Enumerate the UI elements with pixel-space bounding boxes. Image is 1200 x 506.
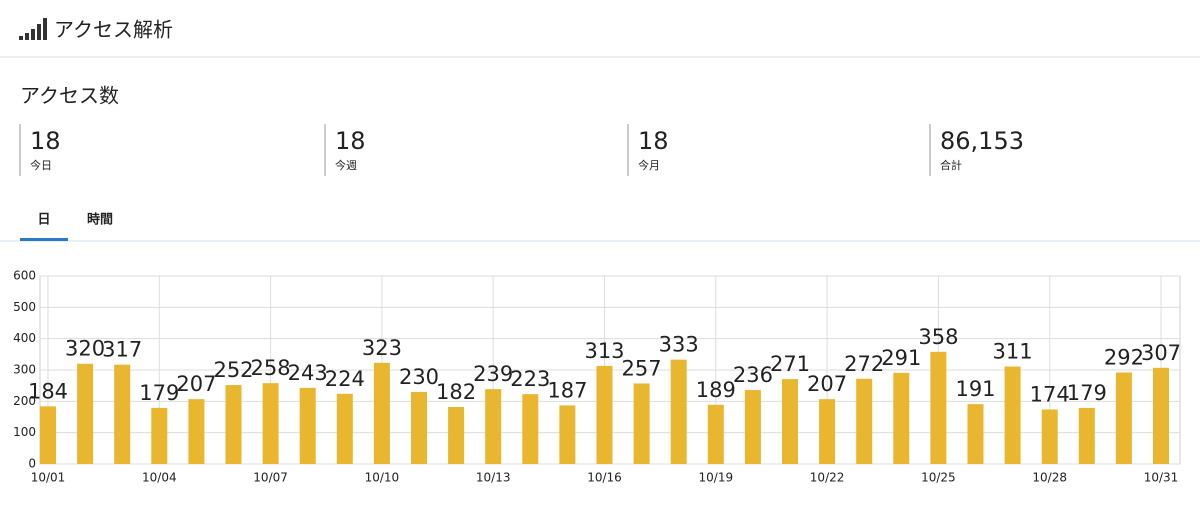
bar <box>114 364 131 464</box>
data-label: 291 <box>881 346 921 370</box>
stat-value: 86,153 <box>940 127 1024 155</box>
y-tick-label: 0 <box>28 457 36 471</box>
data-label: 320 <box>65 337 105 361</box>
data-label: 358 <box>918 325 958 349</box>
data-label: 313 <box>584 339 624 363</box>
data-label: 189 <box>696 378 736 402</box>
section-title: アクセス数 <box>20 84 119 108</box>
data-label: 236 <box>733 363 773 387</box>
bar <box>336 393 353 464</box>
x-tick-label: 10/13 <box>476 471 511 485</box>
bar <box>670 359 687 464</box>
bar <box>188 399 205 464</box>
data-label: 223 <box>510 367 550 391</box>
bar <box>856 378 873 464</box>
bar <box>77 363 94 464</box>
stat-label: 合計 <box>940 158 962 172</box>
data-label: 184 <box>28 379 68 403</box>
data-label: 323 <box>362 336 402 360</box>
stat-label: 今日 <box>30 158 52 172</box>
data-label: 243 <box>288 361 328 385</box>
y-tick-label: 400 <box>13 331 36 345</box>
x-tick-label: 10/07 <box>253 471 288 485</box>
bar <box>40 406 56 464</box>
y-tick-label: 300 <box>13 363 36 377</box>
data-label: 271 <box>770 352 810 376</box>
x-tick-label: 10/22 <box>810 471 845 485</box>
data-label: 182 <box>436 380 476 404</box>
bar <box>151 407 168 464</box>
data-label: 224 <box>325 367 365 391</box>
tab-underline <box>20 238 68 241</box>
data-label: 333 <box>659 333 699 357</box>
page-title: アクセス解析 <box>54 18 173 42</box>
data-label: 207 <box>176 372 216 396</box>
bar <box>411 391 427 464</box>
data-label: 317 <box>102 338 142 362</box>
data-label: 252 <box>213 358 253 382</box>
bar <box>782 379 798 464</box>
data-label: 257 <box>622 356 662 380</box>
bar <box>819 399 836 464</box>
tab[interactable]: 日 <box>37 213 50 228</box>
stat-value: 18 <box>638 127 669 155</box>
bar <box>930 351 947 464</box>
data-label: 191 <box>955 377 995 401</box>
y-tick-label: 200 <box>13 394 36 408</box>
stat-value: 18 <box>335 127 366 155</box>
data-label: 174 <box>1030 382 1070 406</box>
data-label: 307 <box>1141 341 1181 365</box>
bar <box>299 387 316 464</box>
bar <box>522 394 539 464</box>
x-tick-label: 10/10 <box>365 471 400 485</box>
header-icon <box>19 18 47 40</box>
y-tick-label: 100 <box>13 425 36 439</box>
bar <box>633 383 650 464</box>
bar <box>1115 372 1132 464</box>
data-label: 258 <box>251 356 291 380</box>
data-label: 311 <box>993 340 1033 364</box>
bar <box>1004 366 1021 464</box>
bar <box>1153 367 1169 464</box>
bar <box>1041 409 1058 464</box>
bar <box>225 385 242 464</box>
bar <box>485 389 502 464</box>
data-label: 230 <box>399 365 439 389</box>
x-tick-label: 10/31 <box>1144 471 1179 485</box>
x-tick-label: 10/19 <box>699 471 734 485</box>
data-label: 207 <box>807 372 847 396</box>
data-label: 292 <box>1104 346 1144 370</box>
bar <box>262 383 279 464</box>
bar <box>1078 407 1095 464</box>
x-tick-label: 10/28 <box>1032 471 1067 485</box>
stat-label: 今週 <box>335 158 357 172</box>
bar <box>744 390 761 464</box>
x-tick-label: 10/04 <box>142 471 177 485</box>
data-label: 179 <box>1067 381 1107 405</box>
x-tick-label: 10/01 <box>31 471 66 485</box>
bar <box>559 405 576 464</box>
y-tick-label: 500 <box>13 300 36 314</box>
data-label: 239 <box>473 362 513 386</box>
x-tick-label: 10/16 <box>587 471 622 485</box>
data-label: 272 <box>844 352 884 376</box>
bar <box>596 365 613 464</box>
data-label: 187 <box>547 378 587 402</box>
x-tick-label: 10/25 <box>921 471 956 485</box>
bar <box>448 406 465 464</box>
stat-label: 今月 <box>638 158 660 172</box>
stat-value: 18 <box>30 127 61 155</box>
bar <box>707 404 724 464</box>
y-tick-label: 600 <box>13 269 36 283</box>
data-label: 179 <box>139 381 179 405</box>
bar <box>967 404 984 464</box>
tab[interactable]: 時間 <box>87 212 113 228</box>
bar <box>893 372 910 464</box>
bar <box>373 362 390 464</box>
